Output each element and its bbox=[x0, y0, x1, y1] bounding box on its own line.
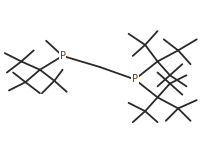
Text: P: P bbox=[60, 51, 66, 61]
Text: P: P bbox=[132, 74, 138, 84]
